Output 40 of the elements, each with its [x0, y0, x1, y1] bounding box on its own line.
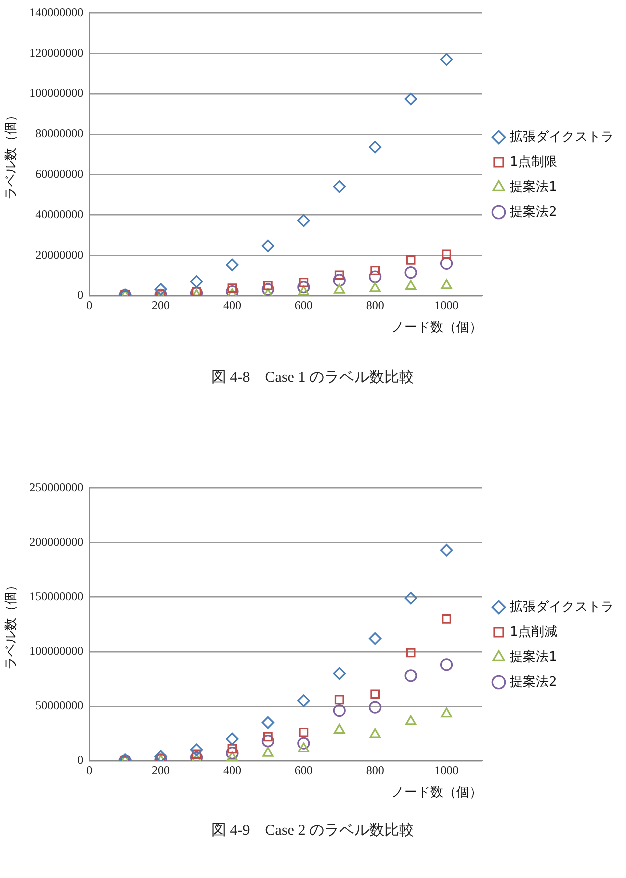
y-tick-label: 20000000 [36, 248, 84, 262]
legend-label: 提案法1 [510, 648, 558, 665]
y-tick-label: 100000000 [30, 644, 84, 658]
x-tick-label: 1000 [434, 298, 459, 312]
caption: 図 4-8 Case 1 のラベル数比較 [210, 368, 416, 387]
x-tick-label: 0 [86, 763, 93, 778]
legend-label: 提案法2 [510, 204, 558, 220]
y-tick-label: 140000000 [30, 5, 84, 20]
legend-label: 提案法1 [510, 178, 558, 195]
caption: 図 4-9 Case 2 のラベル数比較 [210, 822, 416, 840]
legend-label: 1点削減 [510, 624, 558, 640]
y-tick-label: 200000000 [30, 534, 84, 549]
legend-label: 拡張ダイクストラ [510, 600, 614, 615]
x-tick-label: 600 [294, 298, 313, 312]
x-tick-label: 1000 [434, 763, 459, 778]
x-tick-label: 400 [223, 763, 242, 778]
x-tick-label: 800 [366, 763, 384, 778]
y-tick-label: 40000000 [36, 207, 84, 222]
y-tick-label: 60000000 [36, 166, 84, 181]
y-tick-label: 80000000 [36, 126, 84, 141]
legend-label: 1点制限 [510, 154, 558, 170]
x-axis-title: ノード数（個） [392, 320, 482, 336]
y-tick-label: 0 [78, 753, 84, 768]
x-tick-label: 0 [86, 298, 93, 312]
y-axis-title: ラベル数（個） [4, 109, 20, 200]
x-tick-label: 200 [152, 763, 170, 778]
y-tick-label: 150000000 [30, 589, 84, 604]
legend-label: 提案法2 [510, 674, 558, 690]
y-tick-label: 50000000 [36, 698, 84, 713]
x-tick-label: 400 [223, 298, 242, 312]
x-tick-label: 200 [152, 298, 170, 312]
y-tick-label: 0 [78, 288, 84, 302]
x-tick-label: 800 [366, 298, 384, 312]
y-tick-label: 250000000 [30, 480, 84, 494]
x-tick-label: 600 [294, 763, 313, 778]
y-axis-title: ラベル数（個） [4, 579, 20, 670]
y-tick-label: 100000000 [30, 86, 84, 100]
legend-label: 拡張ダイクストラ [510, 130, 614, 145]
x-axis-title: ノード数（個） [392, 786, 482, 801]
y-tick-label: 120000000 [30, 46, 84, 60]
